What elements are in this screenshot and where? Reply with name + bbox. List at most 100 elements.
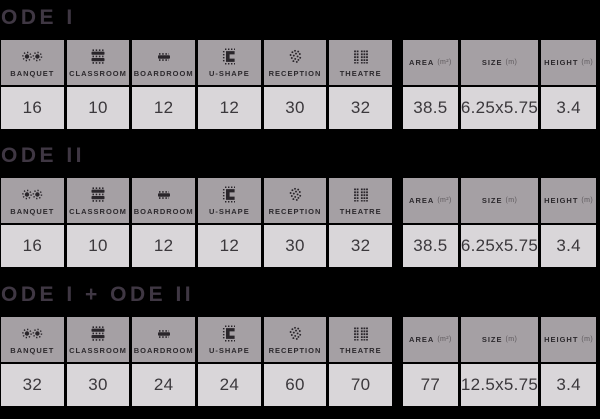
tables-row: BANQUET CLASSROOM BOARDROOM: [1, 178, 596, 267]
section-title: ODE I: [1, 6, 76, 29]
column-label: CLASSROOM: [69, 69, 127, 78]
column-header-boardroom: BOARDROOM: [132, 317, 195, 362]
dimension-cell-area: 38.5: [403, 225, 458, 267]
column-label: AREA: [409, 196, 435, 205]
column-label: BOARDROOM: [133, 69, 194, 78]
capacity-cell-classroom: 30: [66, 364, 130, 406]
column-header-theatre: THEATRE: [329, 40, 392, 85]
dimension-cell-height: 3.4: [541, 225, 596, 267]
banquet-icon: [20, 178, 44, 207]
u-shape-icon: [219, 40, 239, 69]
section-ode-2: ODE II BANQUET CLASSROOM: [0, 144, 600, 267]
boardroom-icon: [155, 40, 173, 69]
column-label: HEIGHT: [544, 58, 579, 67]
column-header-size: SIZE (m): [460, 40, 539, 85]
u-shape-icon: [219, 178, 239, 207]
column-unit: (m): [581, 197, 594, 204]
column-header-u-shape: U-SHAPE: [198, 40, 261, 85]
column-header-reception: RECEPTION: [263, 317, 327, 362]
u-shape-icon: [219, 317, 239, 346]
capacity-cell-boardroom: 12: [132, 87, 195, 129]
column-label: SIZE: [481, 335, 503, 344]
column-header-u-shape: U-SHAPE: [198, 317, 261, 362]
capacity-cell-banquet: 16: [1, 87, 64, 129]
column-unit: (m): [581, 59, 594, 66]
capacity-cell-theatre: 32: [329, 225, 392, 267]
column-header-classroom: CLASSROOM: [66, 40, 130, 85]
column-header-banquet: BANQUET: [1, 317, 64, 362]
dimension-cell-size: 6.25x5.75: [460, 87, 539, 129]
column-header-height: HEIGHT (m): [541, 178, 596, 223]
classroom-icon: [89, 178, 107, 207]
capacity-cell-banquet: 32: [1, 364, 64, 406]
section-title: ODE I + ODE II: [1, 283, 195, 306]
column-header-theatre: THEATRE: [329, 317, 392, 362]
column-header-area: AREA (m²): [403, 40, 458, 85]
column-label: RECEPTION: [268, 207, 322, 216]
column-header-boardroom: BOARDROOM: [132, 178, 195, 223]
column-label: CLASSROOM: [69, 207, 127, 216]
column-header-boardroom: BOARDROOM: [132, 40, 195, 85]
column-label: AREA: [409, 335, 435, 344]
tables-row: BANQUET CLASSROOM BOARDROOM: [1, 40, 596, 129]
column-header-height: HEIGHT (m): [541, 317, 596, 362]
boardroom-icon: [155, 317, 173, 346]
column-label: U-SHAPE: [208, 69, 250, 78]
capacity-cell-banquet: 16: [1, 225, 64, 267]
column-header-banquet: BANQUET: [1, 40, 64, 85]
banquet-icon: [20, 317, 44, 346]
column-unit: (m²): [437, 336, 452, 343]
dimensions-table: AREA (m²) SIZE (m) HEIGHT (m) 38.5 6.25x…: [403, 40, 596, 129]
column-label: THEATRE: [339, 207, 382, 216]
dimension-cell-height: 3.4: [541, 364, 596, 406]
column-header-theatre: THEATRE: [329, 178, 392, 223]
banquet-icon: [20, 40, 44, 69]
column-unit: (m): [505, 197, 518, 204]
section-ode-1: ODE I BANQUET CLASSROOM: [0, 6, 600, 129]
column-label: HEIGHT: [544, 335, 579, 344]
dimension-cell-area: 38.5: [403, 87, 458, 129]
column-label: CLASSROOM: [69, 346, 127, 355]
theatre-icon: [351, 317, 371, 346]
capacity-cell-u-shape: 12: [198, 87, 261, 129]
column-label: BANQUET: [10, 346, 55, 355]
dimension-cell-size: 6.25x5.75: [460, 225, 539, 267]
column-header-size: SIZE (m): [460, 317, 539, 362]
column-label: HEIGHT: [544, 196, 579, 205]
capacity-cell-classroom: 10: [66, 87, 130, 129]
capacity-cell-classroom: 10: [66, 225, 130, 267]
column-label: AREA: [409, 58, 435, 67]
dimension-cell-area: 77: [403, 364, 458, 406]
column-label: BOARDROOM: [133, 346, 194, 355]
column-unit: (m²): [437, 197, 452, 204]
column-label: SIZE: [481, 58, 503, 67]
section-ode-1-plus-2: ODE I + ODE II BANQUET CLASSROOM: [0, 283, 600, 406]
column-label: RECEPTION: [268, 69, 322, 78]
column-header-reception: RECEPTION: [263, 178, 327, 223]
capacity-table: BANQUET CLASSROOM BOARDROOM: [1, 178, 392, 267]
column-label: BANQUET: [10, 207, 55, 216]
column-label: THEATRE: [339, 346, 382, 355]
theatre-icon: [351, 40, 371, 69]
capacity-cell-reception: 30: [263, 225, 327, 267]
capacity-cell-reception: 60: [263, 364, 327, 406]
column-label: U-SHAPE: [208, 207, 250, 216]
column-header-area: AREA (m²): [403, 178, 458, 223]
column-header-height: HEIGHT (m): [541, 40, 596, 85]
column-header-banquet: BANQUET: [1, 178, 64, 223]
capacity-cell-boardroom: 24: [132, 364, 195, 406]
capacity-cell-boardroom: 12: [132, 225, 195, 267]
capacity-cell-reception: 30: [263, 87, 327, 129]
dimension-cell-size: 12.5x5.75: [460, 364, 539, 406]
reception-icon: [287, 178, 303, 207]
column-header-classroom: CLASSROOM: [66, 178, 130, 223]
column-header-size: SIZE (m): [460, 178, 539, 223]
column-label: BANQUET: [10, 69, 55, 78]
column-unit: (m²): [437, 59, 452, 66]
dimensions-table: AREA (m²) SIZE (m) HEIGHT (m) 77 12.5x5.…: [403, 317, 596, 406]
classroom-icon: [89, 40, 107, 69]
capacity-cell-u-shape: 24: [198, 364, 261, 406]
column-unit: (m): [581, 336, 594, 343]
classroom-icon: [89, 317, 107, 346]
column-header-reception: RECEPTION: [263, 40, 327, 85]
